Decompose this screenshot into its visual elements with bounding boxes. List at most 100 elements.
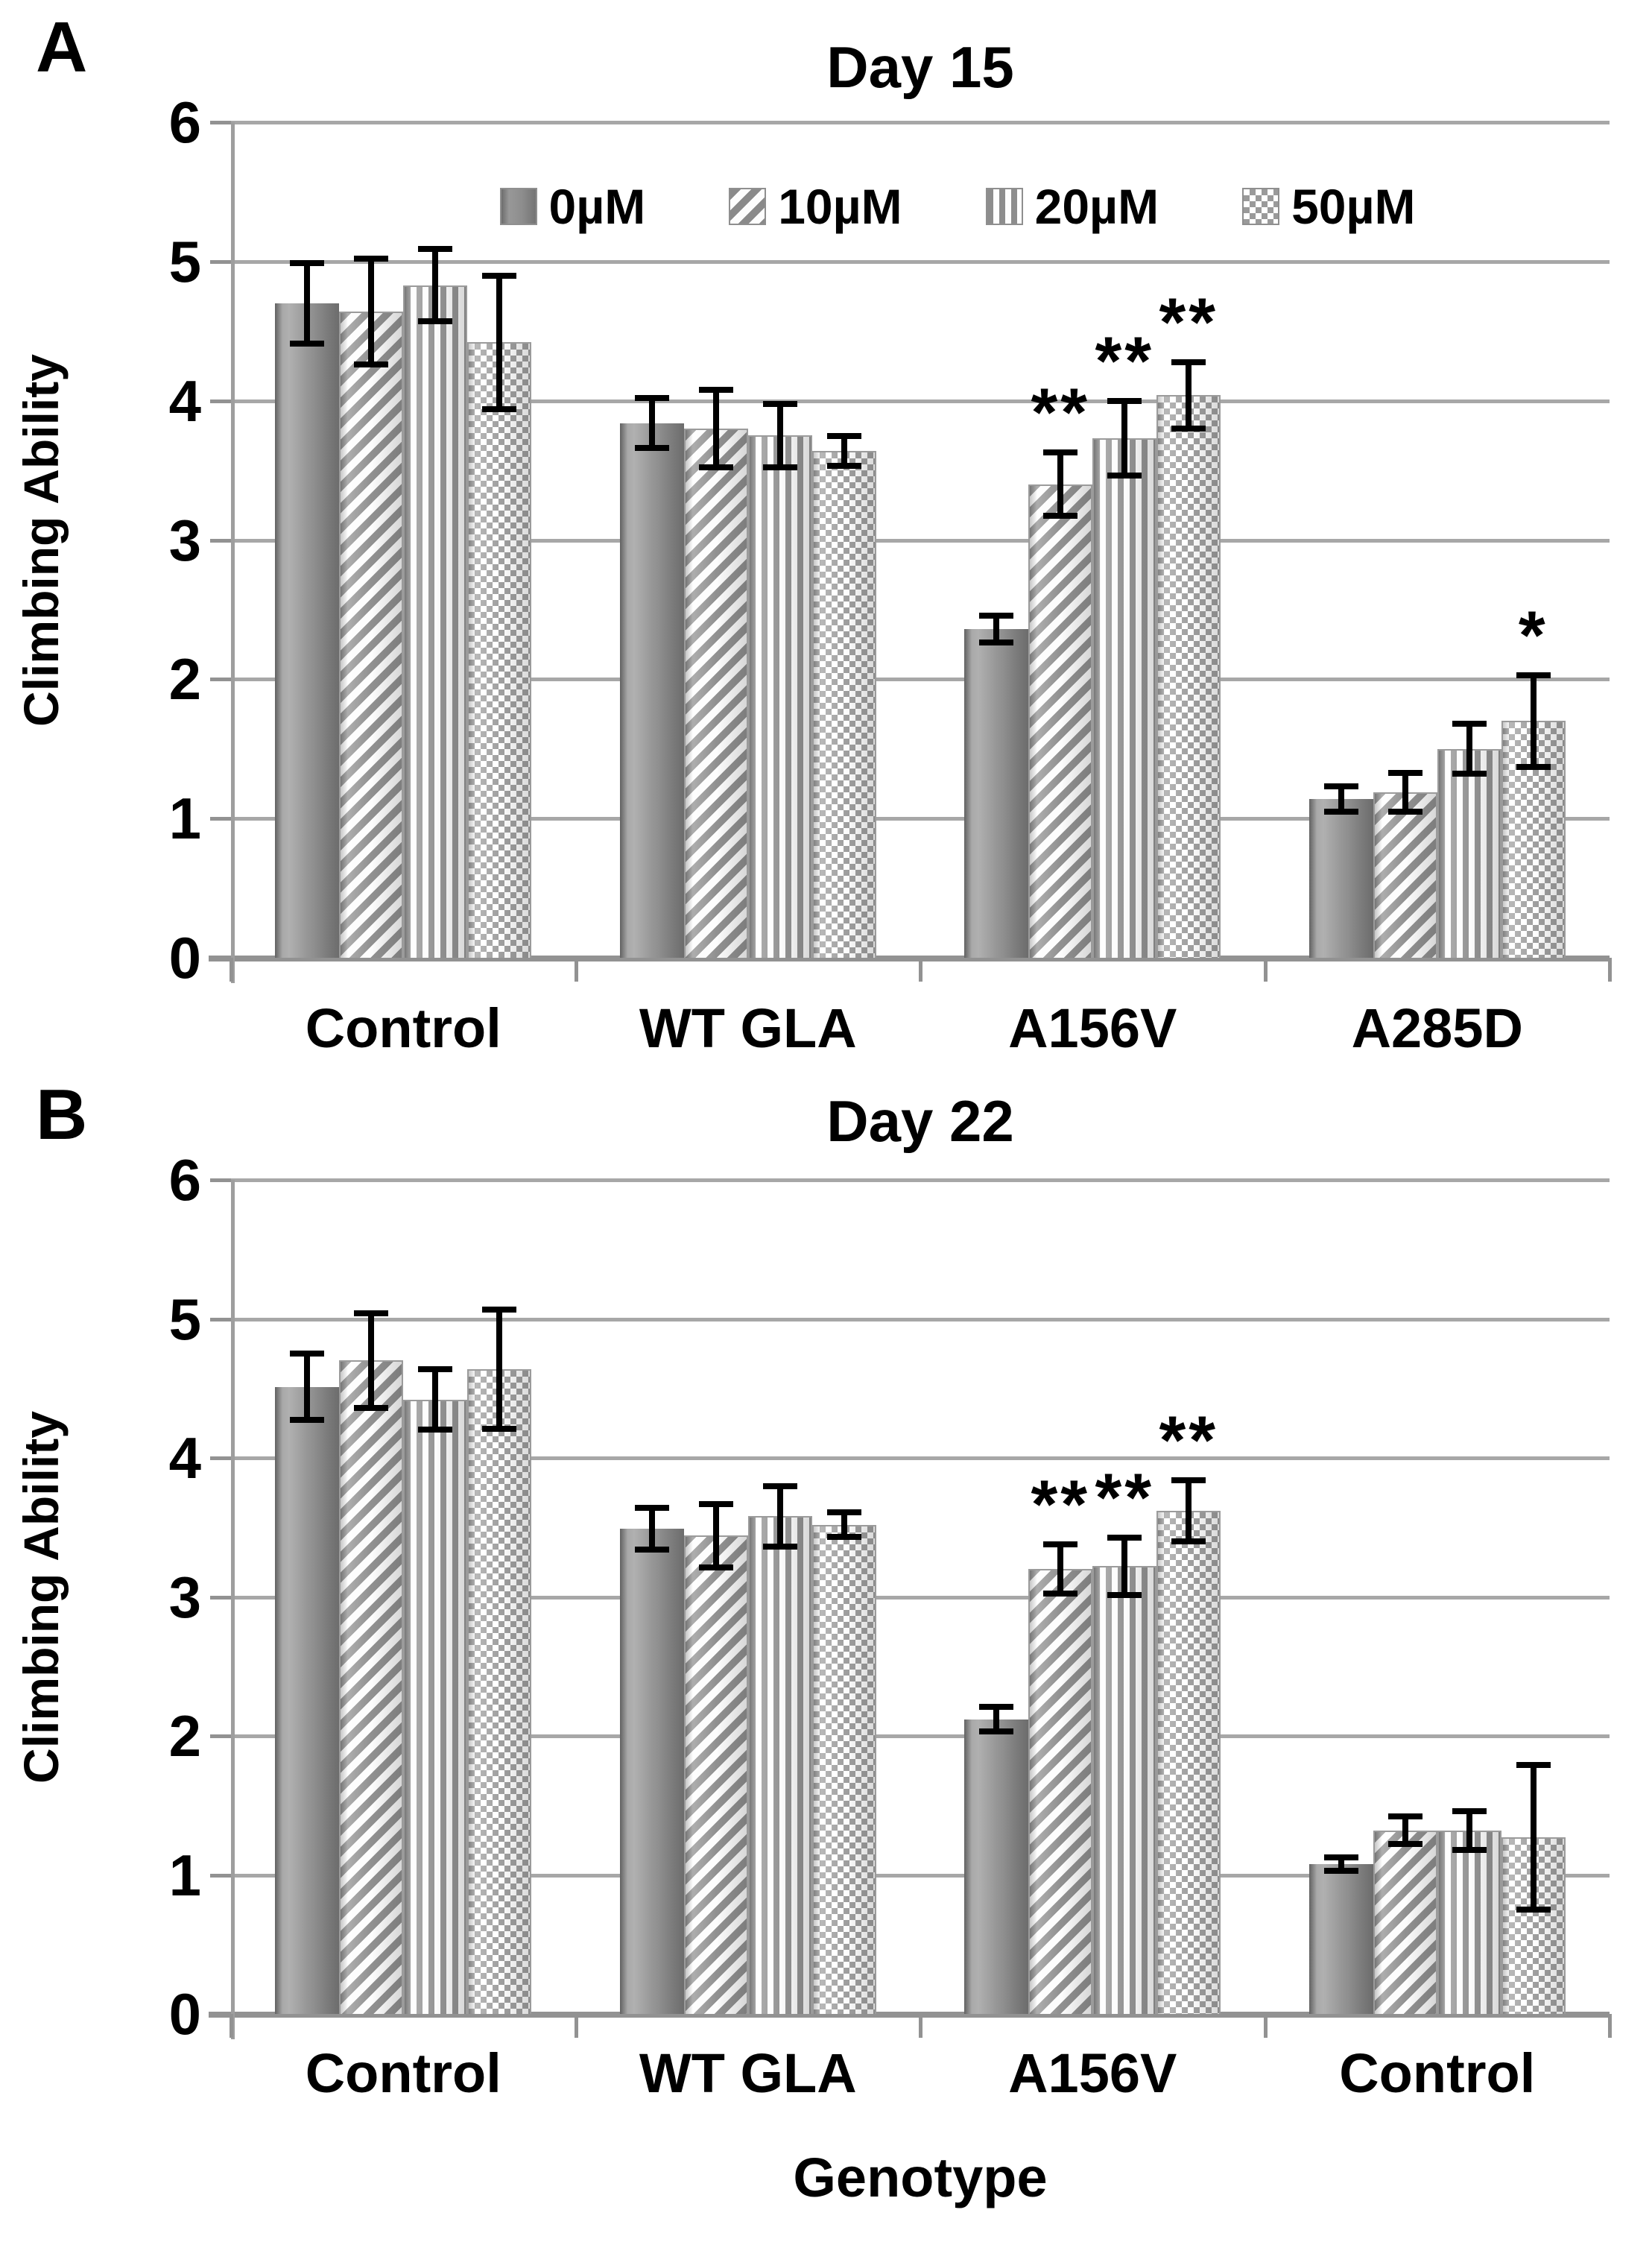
error-bar-stem	[432, 246, 439, 324]
bar-20µM-wt-gla	[747, 435, 812, 958]
error-bar-cap-top	[1107, 1534, 1142, 1541]
gridline-y2	[231, 1734, 1610, 1738]
error-bar-cap-bottom	[1323, 1867, 1358, 1874]
legend-item-50µM: 50µM	[1242, 180, 1415, 233]
error-bar-cap-bottom	[418, 1427, 453, 1433]
significance-marker: **	[1095, 1459, 1155, 1536]
error-bar	[979, 612, 1014, 646]
error-bar-cap-bottom	[482, 1425, 517, 1432]
error-bar-cap-bottom	[418, 318, 453, 324]
error-bar-cap-top	[1043, 449, 1078, 456]
error-bar-cap-top	[482, 1306, 517, 1313]
error-bar-stem	[304, 259, 311, 347]
error-bar-cap-top	[698, 386, 733, 393]
significance-marker: **	[1031, 1466, 1091, 1543]
bar-50µM-control	[467, 342, 532, 958]
panel-title-day22: Day 22	[826, 1088, 1014, 1154]
error-bar	[354, 1310, 389, 1411]
y-tick-label-4: 4	[168, 1425, 201, 1491]
error-bar-cap-top	[418, 246, 453, 253]
panel-letter-b: B	[36, 1075, 88, 1155]
error-bar-cap-top	[482, 272, 517, 279]
category-label-a156v: A156V	[1008, 2042, 1177, 2104]
error-bar-cap-bottom	[354, 361, 389, 367]
error-bar-cap-bottom	[698, 464, 733, 471]
x-tick	[574, 2014, 578, 2038]
error-bar-stem	[432, 1365, 439, 1433]
y-tick-label-6: 6	[168, 1147, 201, 1213]
error-bar	[1171, 359, 1206, 432]
significance-marker: **	[1095, 323, 1155, 400]
error-bar-stem	[712, 1500, 719, 1571]
error-bar-cap-top	[1387, 769, 1422, 776]
y-tick-label-2: 2	[168, 646, 201, 713]
error-bar	[1107, 397, 1142, 479]
y-tick-2	[210, 678, 231, 682]
error-bar	[418, 246, 453, 324]
y-tick-label-0: 0	[168, 925, 201, 991]
significance-marker: **	[1159, 284, 1219, 361]
error-bar-stem	[1057, 1541, 1064, 1597]
checker-swatch-icon	[1242, 188, 1280, 225]
bar-50µM-wt-gla	[811, 450, 876, 959]
error-bar-cap-top	[418, 1365, 453, 1372]
bar-20µM-a285d	[1437, 748, 1501, 959]
error-bar	[826, 1509, 861, 1541]
error-bar-stem	[1186, 1477, 1192, 1544]
error-bar-cap-bottom	[979, 1728, 1014, 1735]
error-bar-cap-bottom	[1387, 1841, 1422, 1848]
legend-item-20µM: 20µM	[985, 180, 1159, 233]
significance-marker: *	[1518, 597, 1548, 674]
error-bar-cap-top	[1323, 1854, 1358, 1860]
bar-10µM-control	[1373, 1830, 1437, 2015]
error-bar-cap-top	[979, 1704, 1014, 1711]
error-bar-cap-top	[354, 256, 389, 262]
y-tick-label-4: 4	[168, 367, 201, 434]
significance-marker: **	[1159, 1403, 1219, 1480]
x-tick	[1608, 2014, 1612, 2038]
error-bar-cap-bottom	[1171, 425, 1206, 432]
gridline-y6	[231, 1178, 1610, 1182]
error-bar-stem	[648, 395, 655, 451]
bar-10µM-control	[339, 1360, 404, 2014]
error-bar	[354, 256, 389, 367]
panel-title-day15: Day 15	[826, 34, 1014, 100]
category-label-control: Control	[305, 997, 501, 1059]
error-bar-stem	[993, 612, 1000, 646]
bar-0µM-a156v	[964, 629, 1029, 958]
error-bar-cap-bottom	[1107, 1592, 1142, 1599]
y-tick-label-6: 6	[168, 89, 201, 155]
y-tick-label-5: 5	[168, 1286, 201, 1352]
x-axis-label-genotype: Genotype	[793, 2147, 1048, 2208]
y-axis-line	[231, 122, 235, 983]
error-bar-cap-top	[1452, 721, 1487, 727]
error-bar-cap-bottom	[354, 1404, 389, 1411]
error-bar-stem	[1186, 359, 1192, 432]
x-axis-baseline	[209, 956, 1610, 961]
x-tick	[230, 2014, 233, 2038]
y-tick-1	[210, 817, 231, 821]
legend-label: 10µM	[778, 179, 902, 234]
bar-10µM-a156v	[1028, 484, 1093, 959]
error-bar	[1171, 1477, 1206, 1544]
error-bar-stem	[776, 400, 783, 471]
error-bar-stem	[1057, 449, 1064, 520]
error-bar	[482, 1306, 517, 1432]
bar-10µM-wt-gla	[683, 429, 748, 958]
y-tick-3	[210, 538, 231, 543]
error-bar-cap-top	[1171, 359, 1206, 365]
bar-10µM-a285d	[1373, 792, 1437, 959]
category-label-a156v: A156V	[1008, 997, 1177, 1059]
error-bar-cap-top	[634, 395, 669, 402]
significance-marker: **	[1031, 375, 1091, 452]
bar-50µM-a156v	[1156, 395, 1221, 958]
error-bar-cap-top	[826, 1509, 861, 1515]
y-tick-label-3: 3	[168, 507, 201, 573]
error-bar-stem	[1402, 1813, 1408, 1848]
diagonal-stripe-swatch-icon	[729, 188, 767, 225]
error-bar-cap-top	[290, 1351, 325, 1357]
bar-20µM-a156v	[1092, 1566, 1157, 2014]
y-axis-line	[231, 1180, 235, 2039]
error-bar	[290, 1351, 325, 1424]
bar-0µM-a285d	[1308, 799, 1373, 958]
